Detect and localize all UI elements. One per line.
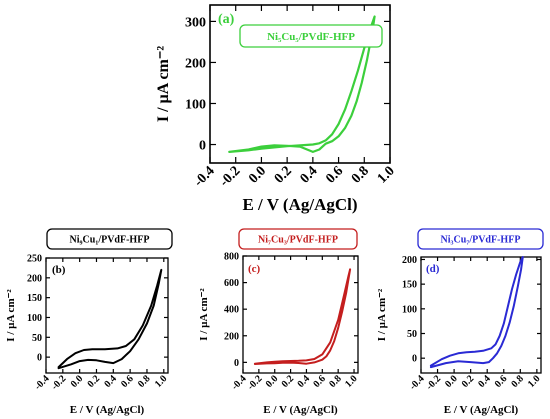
- x-tick-label: -0.4: [408, 373, 427, 392]
- x-tick-label: 0.8: [349, 164, 372, 187]
- y-tick-label: 0: [199, 138, 206, 153]
- y-tick-label: 200: [27, 273, 42, 284]
- x-tick-label: -0.4: [230, 373, 249, 392]
- y-tick-label: 800: [224, 252, 239, 263]
- legend-label: Ni₅Cu₅/PVdF-HFP: [267, 31, 355, 43]
- plot-frame: [209, 4, 391, 164]
- y-tick-label: 100: [27, 313, 42, 324]
- cv-curve: [429, 256, 524, 369]
- y-tick-label: 200: [224, 331, 239, 342]
- y-tick-label: 0: [412, 354, 417, 365]
- x-tick-label: 0.6: [323, 164, 346, 187]
- y-tick-label: 400: [224, 305, 239, 316]
- x-axis-label: E / V (Ag/AgCl): [444, 404, 519, 416]
- panel-c: -0.4-0.2 0.0 0.2 0.4 0.6 0.8 1.0 0 200 400 600 800 E…: [198, 228, 360, 416]
- y-axis-label: I / µA cm⁻²: [376, 288, 388, 341]
- y-tick-label: 150: [402, 280, 417, 291]
- legend-box: [417, 228, 544, 250]
- x-axis-label: E / V (Ag/AgCl): [242, 195, 357, 214]
- x-tick-label: 0.2: [460, 373, 477, 390]
- y-tick-label: 150: [27, 293, 42, 304]
- y-tick-label: 0: [234, 358, 239, 369]
- panel-label: (c): [248, 263, 261, 275]
- panel-b: -0.4-0.2 0.0 0.2 0.4 0.6 0.8 1.0 0 50 100 150 200 25…: [5, 228, 173, 416]
- cv-curve: [253, 268, 352, 365]
- y-tick-label: 50: [407, 329, 417, 340]
- legend-label: Ni₃Cu₇/PVdF-HFP: [441, 235, 521, 246]
- x-tick-label: 0.2: [272, 164, 295, 187]
- x-tick-label: 0.8: [136, 373, 153, 390]
- x-tick-label: 0.8: [327, 373, 344, 390]
- y-axis-label: I / µA cm⁻²: [5, 289, 17, 342]
- legend-box: [238, 228, 358, 250]
- y-tick-label: 100: [185, 97, 206, 112]
- x-tick-label: -0.2: [49, 373, 68, 392]
- y-tick-label: 600: [224, 278, 239, 289]
- y-tick-label: 200: [185, 56, 206, 71]
- x-tick-label: 0.6: [119, 373, 136, 390]
- x-tick-label: 0.6: [311, 373, 328, 390]
- x-tick-label: 0.8: [509, 373, 526, 390]
- x-tick-label: -0.4: [191, 164, 217, 190]
- x-tick-label: 0.4: [298, 164, 321, 187]
- legend-box: [239, 24, 383, 48]
- x-tick-label: 1.0: [375, 164, 398, 187]
- panel-label: (a): [218, 12, 235, 27]
- panel-label: (d): [426, 263, 440, 275]
- x-tick-label: 0.4: [295, 373, 312, 390]
- x-tick-label: 0.0: [264, 373, 281, 390]
- x-axis-label: E / V (Ag/AgCl): [263, 404, 338, 416]
- x-tick-label: 0.2: [85, 373, 102, 390]
- x-tick-label: 0.0: [69, 373, 86, 390]
- x-tick-label: 1.0: [343, 373, 360, 390]
- panel-d: -0.4-0.2 0.0 0.2 0.4 0.6 0.8 1.0 0 50 100 150 200 E …: [376, 228, 544, 416]
- y-tick-label: 50: [32, 333, 42, 344]
- plot-frame: [45, 257, 169, 374]
- y-axis-label: I / µA cm⁻²: [155, 46, 172, 122]
- x-tick-label: -0.4: [33, 373, 52, 392]
- x-tick-label: 1.0: [526, 373, 543, 390]
- y-tick-label: 100: [402, 304, 417, 315]
- x-tick-label: -0.2: [246, 373, 265, 392]
- x-axis-label: E / V (Ag/AgCl): [70, 404, 145, 416]
- y-tick-label: 200: [402, 255, 417, 266]
- x-tick-label: 0.6: [493, 373, 510, 390]
- legend-label: Ni₇Cu₃/PVdF-HFP: [258, 235, 338, 246]
- panel-label: (b): [52, 264, 66, 276]
- legend-box: [46, 228, 173, 250]
- x-tick-label: -0.2: [217, 164, 243, 190]
- plot-frame: [242, 255, 359, 374]
- cv-curve: [57, 268, 163, 370]
- x-tick-label: 0.4: [476, 373, 493, 390]
- x-tick-label: 1.0: [153, 373, 170, 390]
- x-tick-label: 0.0: [246, 164, 269, 187]
- panel-a: -0.4 -0.2 0.0 0.2 0.4 0.6 0.8 1.0 0 100 200 300 E / …: [155, 4, 398, 214]
- x-tick-label: 0.2: [280, 373, 297, 390]
- legend-label: Ni₉Cu₁/PVdF-HFP: [70, 235, 150, 246]
- y-tick-label: 0: [37, 353, 42, 364]
- x-tick-label: 0.4: [102, 373, 119, 390]
- x-tick-label: -0.2: [424, 373, 443, 392]
- y-tick-label: 250: [27, 254, 42, 265]
- y-axis-label: I / µA cm⁻²: [198, 288, 210, 341]
- plot-frame: [420, 256, 542, 374]
- y-tick-label: 300: [185, 15, 206, 30]
- x-tick-label: 0.0: [443, 373, 460, 390]
